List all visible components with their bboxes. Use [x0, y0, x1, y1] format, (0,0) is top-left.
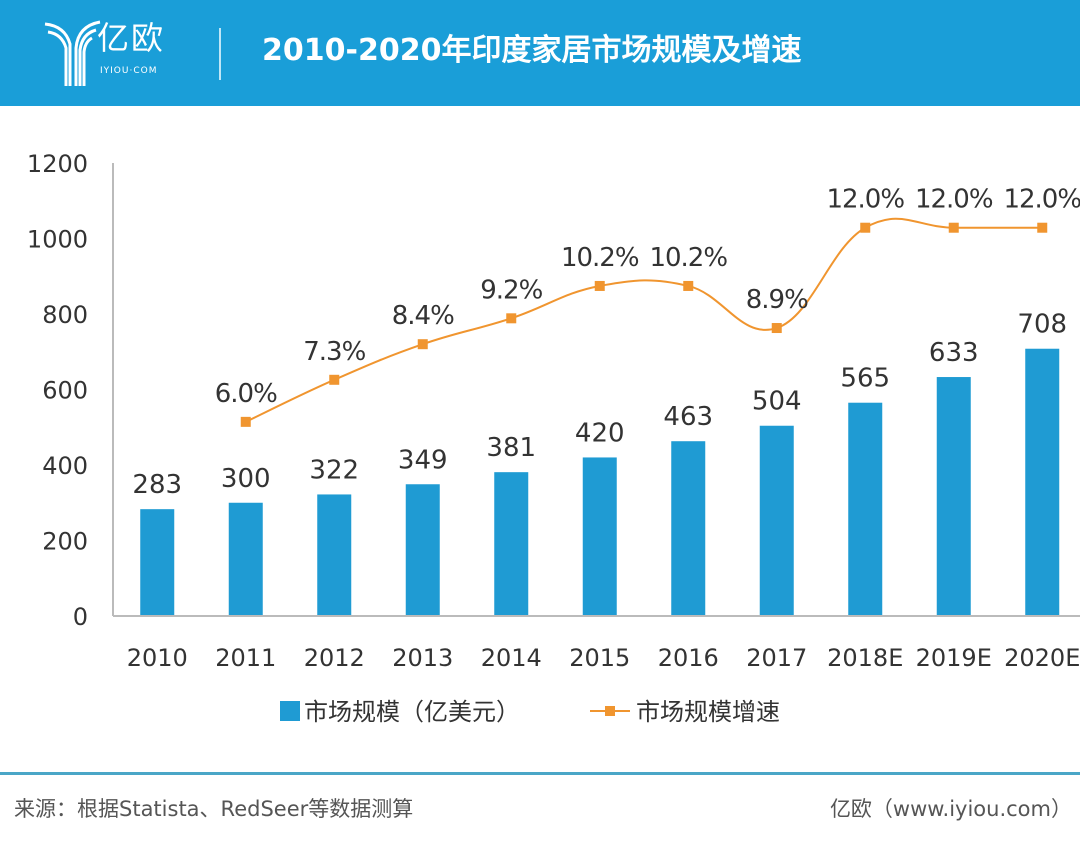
- legend-line-label: 市场规模增速: [636, 698, 780, 726]
- bar-value-label: 504: [752, 387, 802, 417]
- x-tick-label: 2017: [746, 644, 807, 672]
- growth-marker: [1037, 222, 1048, 233]
- x-tick-label: 2015: [569, 644, 630, 672]
- bar: [317, 494, 352, 616]
- x-tick-label: 2012: [304, 644, 365, 672]
- header-divider: [219, 28, 221, 80]
- bar-value-label: 381: [486, 433, 536, 463]
- legend-bar-swatch: [280, 701, 300, 721]
- growth-value-label: 12.0%: [1003, 185, 1080, 215]
- bar: [759, 425, 794, 616]
- bar: [582, 457, 617, 616]
- growth-value-label: 9.2%: [480, 275, 542, 305]
- y-tick-label: 200: [42, 528, 88, 556]
- yiou-logo-icon: [44, 20, 101, 86]
- chart-title: 2010-2020年印度家居市场规模及增速: [262, 33, 802, 68]
- x-tick-label: 2011: [215, 644, 276, 672]
- y-tick-label: 1000: [27, 226, 88, 254]
- growth-value-label: 8.4%: [392, 301, 454, 331]
- bar-value-label: 633: [929, 338, 979, 368]
- bar-value-label: 322: [309, 455, 359, 485]
- y-tick-label: 400: [42, 452, 88, 480]
- growth-marker: [594, 280, 605, 291]
- bar-value-label: 708: [1017, 310, 1067, 340]
- growth-value-label: 10.2%: [561, 243, 639, 273]
- growth-value-label: 8.9%: [746, 285, 808, 315]
- bar: [140, 509, 175, 616]
- bar: [848, 402, 883, 616]
- header: 亿欧 IYIOU·COM 2010-2020年印度家居市场规模及增速: [0, 0, 1080, 106]
- x-tick-label: 2014: [481, 644, 542, 672]
- growth-marker: [948, 222, 959, 233]
- growth-value-label: 12.0%: [826, 185, 904, 215]
- growth-line: [245, 217, 1043, 423]
- logo-text: 亿欧: [97, 19, 166, 57]
- growth-value-label: 6.0%: [215, 379, 277, 409]
- bar-value-label: 565: [840, 364, 890, 394]
- growth-marker: [240, 416, 251, 427]
- x-tick-label: 2018E: [827, 644, 903, 672]
- x-tick-label: 2013: [392, 644, 453, 672]
- growth-marker: [329, 374, 340, 385]
- bar-value-label: 463: [663, 402, 713, 432]
- y-tick-label: 0: [73, 603, 88, 631]
- bar-value-label: 283: [132, 470, 182, 500]
- bar: [671, 441, 706, 616]
- legend-bar-label: 市场规模（亿美元）: [304, 698, 520, 726]
- growth-marker: [506, 313, 517, 324]
- bar: [936, 377, 971, 616]
- legend-line-marker: [605, 706, 615, 716]
- credit-note: 亿欧（www.iyiou.com）: [829, 797, 1072, 821]
- bar: [405, 484, 440, 616]
- growth-value-label: 12.0%: [915, 185, 993, 215]
- growth-value-label: 10.2%: [649, 243, 727, 273]
- legend: 市场规模（亿美元） 市场规模增速: [280, 698, 780, 726]
- growth-marker: [771, 323, 782, 334]
- bar-value-label: 420: [575, 418, 625, 448]
- growth-marker: [860, 222, 871, 233]
- bar-value-label: 300: [221, 464, 271, 494]
- source-note: 来源：根据Statista、RedSeer等数据测算: [14, 797, 414, 821]
- bar: [1025, 348, 1060, 616]
- growth-value-label: 7.3%: [303, 337, 365, 367]
- bar: [228, 502, 263, 616]
- y-tick-label: 800: [42, 301, 88, 329]
- growth-marker: [417, 339, 428, 350]
- chart: 0 200 400 600 800 1000 1200 283 300 322 349 381 420…: [27, 150, 1080, 726]
- bar-value-label: 349: [398, 445, 448, 475]
- x-tick-label: 2016: [658, 644, 719, 672]
- bar: [494, 472, 529, 616]
- x-tick-label: 2010: [127, 644, 188, 672]
- x-tick-label: 2019E: [916, 644, 992, 672]
- growth-marker: [683, 280, 694, 291]
- footer-divider: [0, 772, 1080, 775]
- logo-subtext: IYIOU·COM: [100, 66, 158, 76]
- y-tick-label: 600: [42, 377, 88, 405]
- y-tick-label: 1200: [27, 150, 88, 178]
- x-tick-label: 2020E: [1004, 644, 1080, 672]
